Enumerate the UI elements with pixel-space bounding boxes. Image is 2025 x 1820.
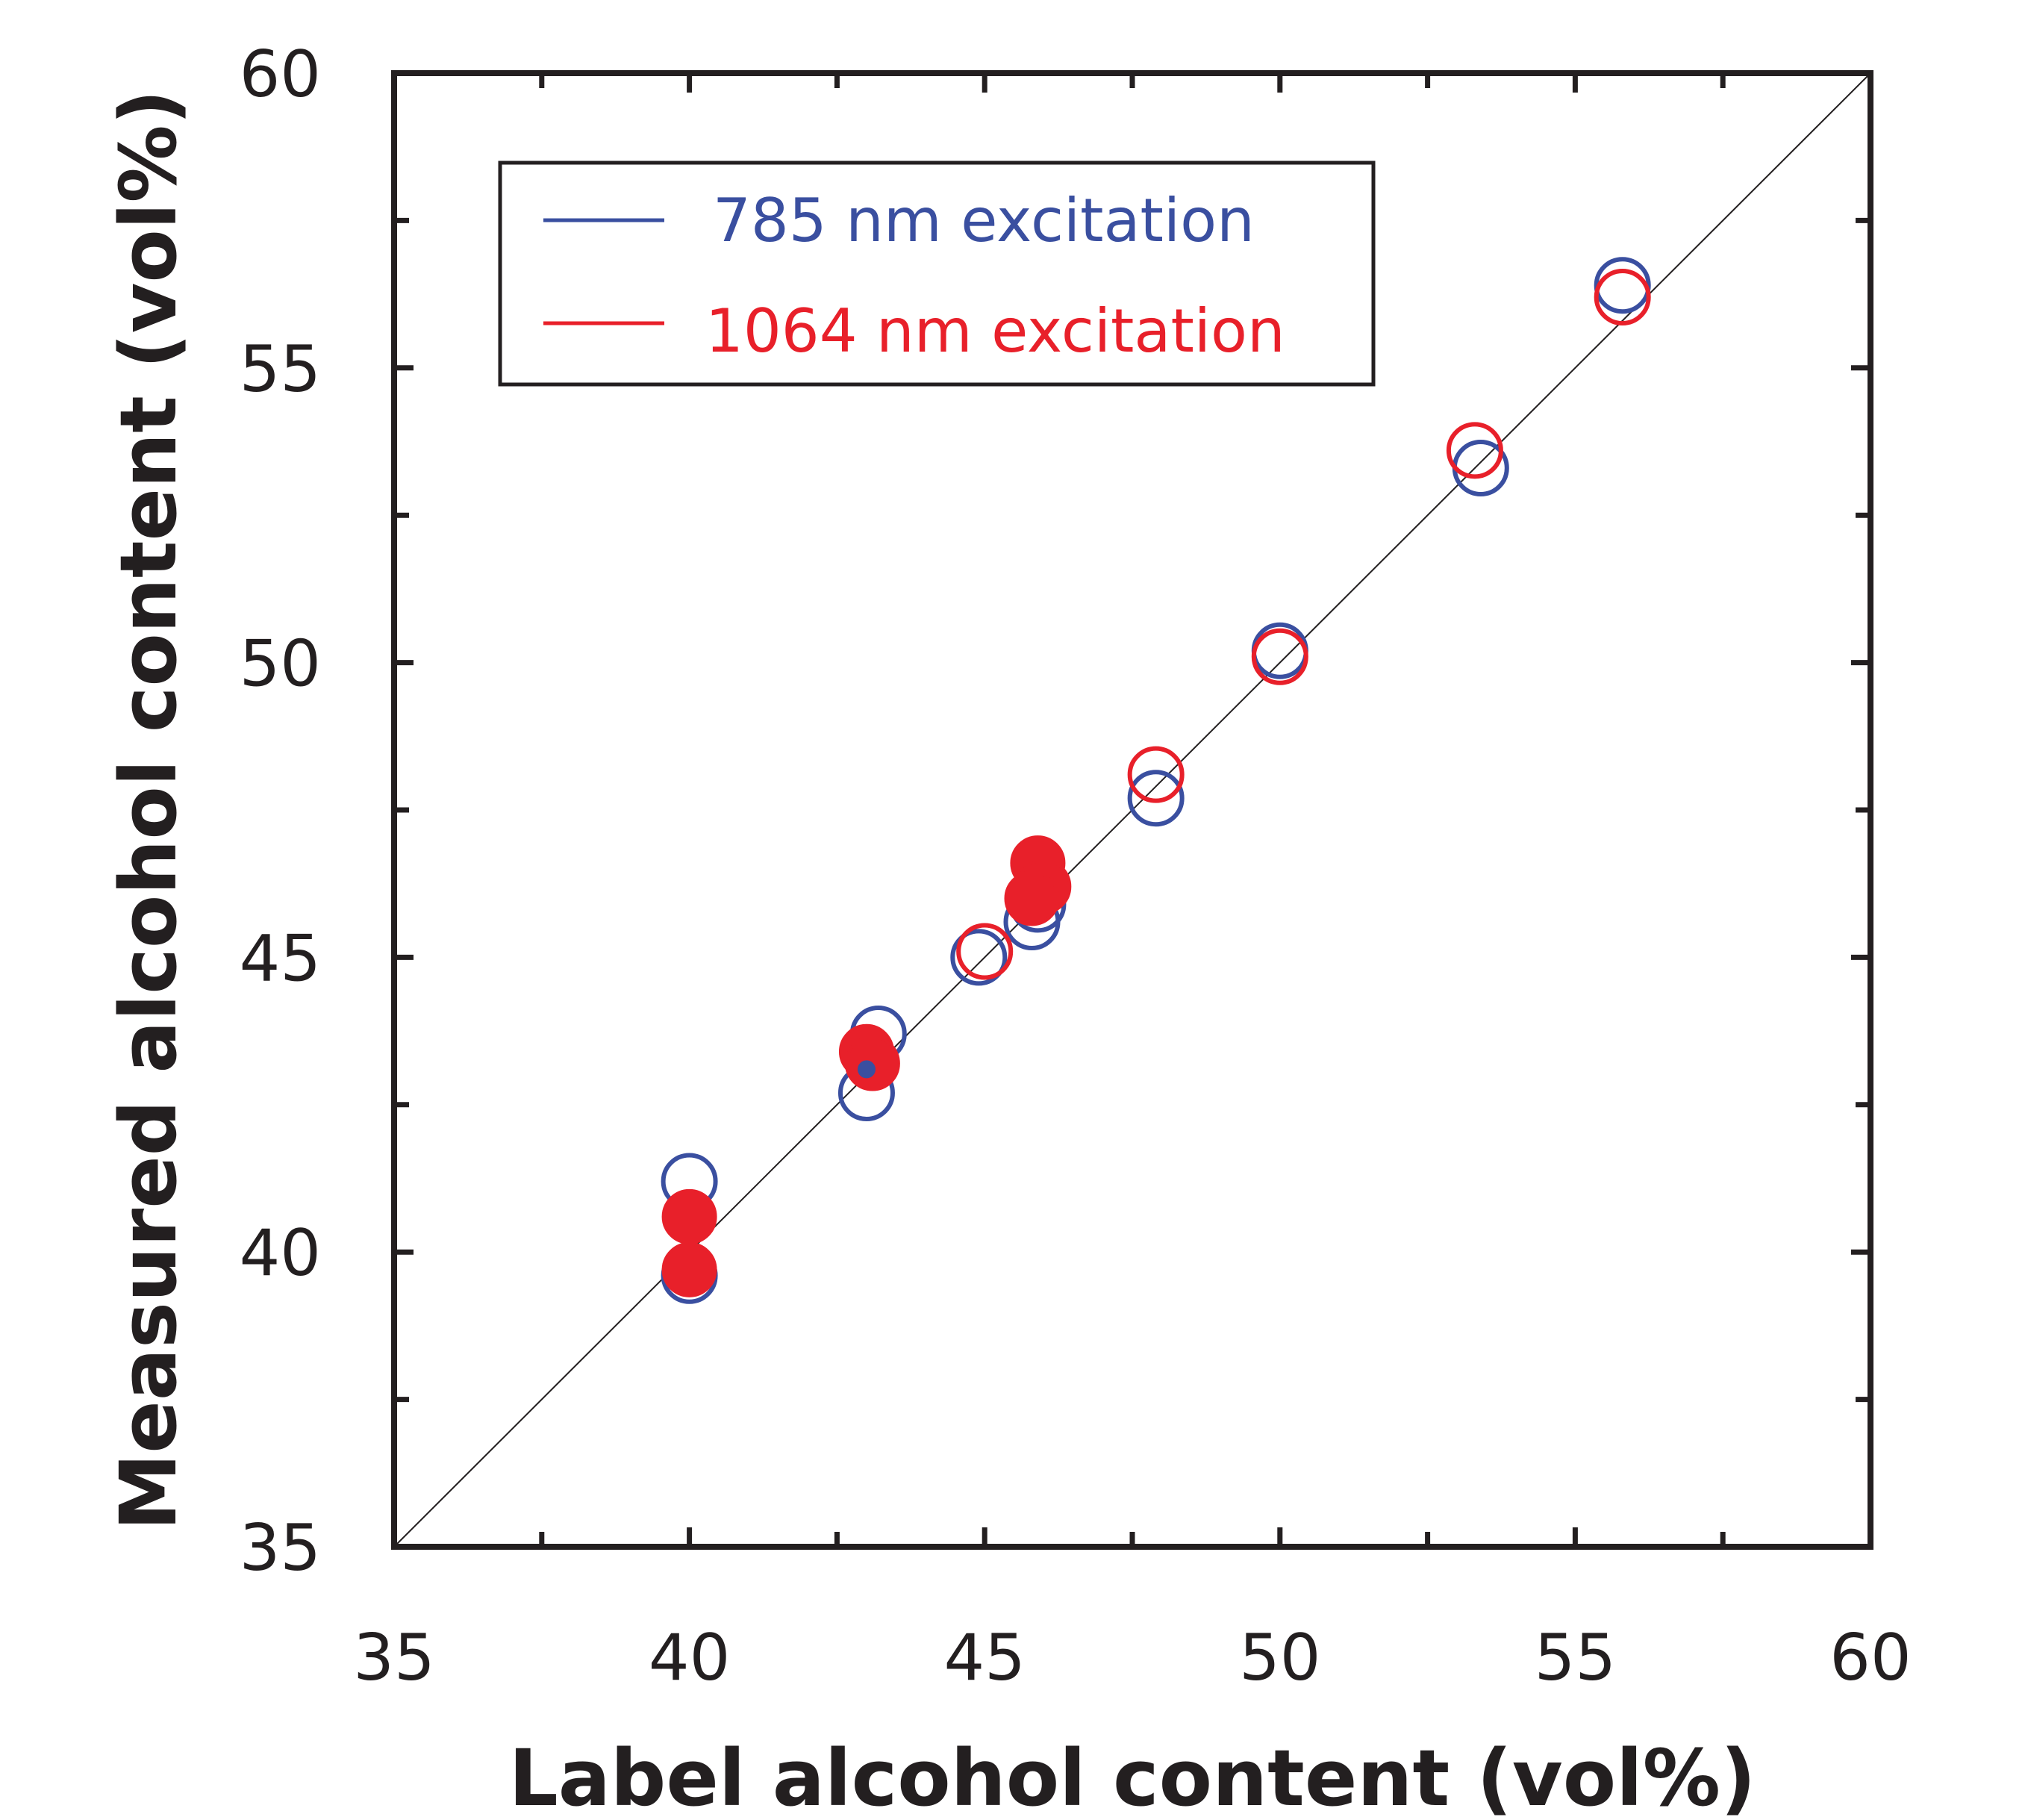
x-tick-label-3: 50 — [1239, 1621, 1320, 1695]
point-open-s1-1 — [1127, 746, 1185, 803]
point-filled-s1-1 — [661, 1241, 717, 1297]
x-tick-label-1: 40 — [649, 1621, 730, 1695]
point-filled-s1-6 — [1004, 870, 1060, 926]
tick-labels-layer: 35 40 45 50 55 60 35 40 45 50 55 60 — [240, 37, 1912, 1695]
point-open-s1-0 — [956, 923, 1014, 980]
y-axis-title: Measured alcohol content (vol%) — [103, 90, 194, 1530]
point-open-s0-4 — [950, 929, 1008, 986]
point-open-s1-2 — [1251, 628, 1308, 685]
y-tick-label-5: 60 — [240, 37, 321, 112]
y-tick-label-3: 50 — [240, 627, 321, 702]
y-tick-label-1: 40 — [240, 1216, 321, 1291]
legend: 785 nm excitation 1064 nm excitation — [498, 161, 1376, 387]
legend-label-1064: 1064 nm excitation — [705, 296, 1285, 366]
point-open-s1-4 — [1594, 269, 1651, 326]
point-open-s0-7 — [1127, 770, 1185, 827]
point-open-s0-10 — [1594, 257, 1651, 314]
point-filled-s0-0 — [857, 1060, 876, 1079]
y-tick-label-0: 35 — [240, 1511, 321, 1586]
y-tick-label-4: 55 — [240, 332, 321, 407]
y-tick-label-2: 45 — [240, 921, 321, 996]
x-tick-label-5: 60 — [1829, 1621, 1911, 1695]
x-axis-title: Label alcohol content (vol%) — [508, 1733, 1756, 1820]
x-tick-label-4: 55 — [1535, 1621, 1616, 1695]
point-filled-s1-0 — [661, 1188, 717, 1244]
point-open-s1-3 — [1446, 422, 1503, 479]
points-layer — [661, 257, 1651, 1304]
legend-box — [498, 161, 1376, 387]
x-tick-label-2: 45 — [943, 1621, 1025, 1695]
x-tick-label-0: 35 — [353, 1621, 434, 1695]
legend-label-785: 785 nm excitation — [713, 186, 1255, 255]
ticks-layer — [394, 73, 1870, 1547]
